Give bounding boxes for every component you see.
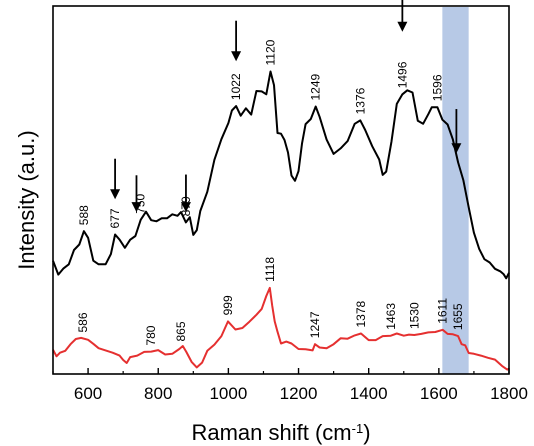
x-tick-label: 600 xyxy=(74,384,102,403)
peak-label-red: 1530 xyxy=(407,302,421,329)
peak-label-black: 1496 xyxy=(395,61,409,88)
peak-label-red: 1655 xyxy=(451,303,465,330)
series-line-black xyxy=(53,72,509,279)
x-axis-title-main: Raman shift (cm xyxy=(191,420,351,445)
x-axis-title-close: ) xyxy=(363,420,370,445)
x-tick-label: 1800 xyxy=(490,384,528,403)
peak-label-black: 1249 xyxy=(309,73,323,100)
peak-label-red: 586 xyxy=(76,312,90,332)
peak-label-red: 1118 xyxy=(263,257,277,282)
peak-label-black: 1120 xyxy=(264,39,278,65)
x-tick-label: 1400 xyxy=(350,384,388,403)
arrow-head xyxy=(231,51,241,61)
peak-label-red: 1378 xyxy=(354,300,368,327)
peak-label-red: 1247 xyxy=(308,311,322,338)
x-tick-label: 1000 xyxy=(209,384,247,403)
peak-label-red: 865 xyxy=(174,321,188,341)
x-tick-label: 1600 xyxy=(420,384,458,403)
peak-label-black: 1376 xyxy=(353,87,367,114)
peak-label-black: 588 xyxy=(77,205,91,225)
peak-label-red: 1611 xyxy=(436,298,450,324)
arrow-head xyxy=(110,189,120,199)
x-axis-title-sup: -1 xyxy=(352,421,364,436)
peak-label-black: 677 xyxy=(108,208,122,228)
x-tick-label: 1200 xyxy=(280,384,318,403)
peak-label-red: 780 xyxy=(144,325,158,345)
y-axis-title: Intensity (a.u.) xyxy=(14,130,39,269)
x-axis-title: Raman shift (cm-1) xyxy=(191,420,370,445)
peak-label-red: 999 xyxy=(221,295,235,315)
x-tick-label: 800 xyxy=(144,384,172,403)
peak-label-red: 1463 xyxy=(384,303,398,330)
arrow-head xyxy=(397,22,407,32)
peak-label-black: 1596 xyxy=(430,74,444,101)
peak-label-black: 1022 xyxy=(229,73,243,100)
